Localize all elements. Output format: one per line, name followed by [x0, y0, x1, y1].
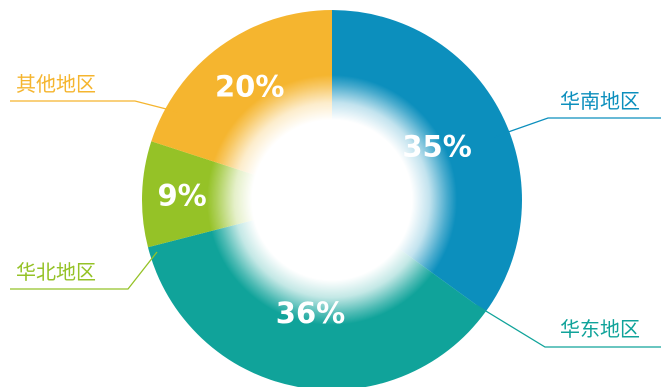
category-label-3: 华北地区 — [16, 260, 96, 284]
callout-lines — [10, 100, 661, 348]
percent-label-3: 9% — [157, 178, 206, 212]
category-label-2: 华东地区 — [560, 317, 640, 341]
category-label-4: 其他地区 — [16, 72, 96, 96]
callout-line-1 — [493, 117, 661, 138]
callout-line-3 — [10, 251, 158, 290]
percent-label-1: 35% — [402, 129, 471, 163]
callout-line-4 — [10, 100, 179, 113]
donut-inner-hole — [207, 75, 457, 325]
percent-label-4: 20% — [215, 70, 284, 104]
percent-label-2: 36% — [276, 296, 345, 330]
callout-line-2 — [475, 304, 661, 348]
percent-labels: 35% 36% 9% 20% — [157, 70, 471, 330]
category-label-1: 华南地区 — [560, 89, 640, 113]
